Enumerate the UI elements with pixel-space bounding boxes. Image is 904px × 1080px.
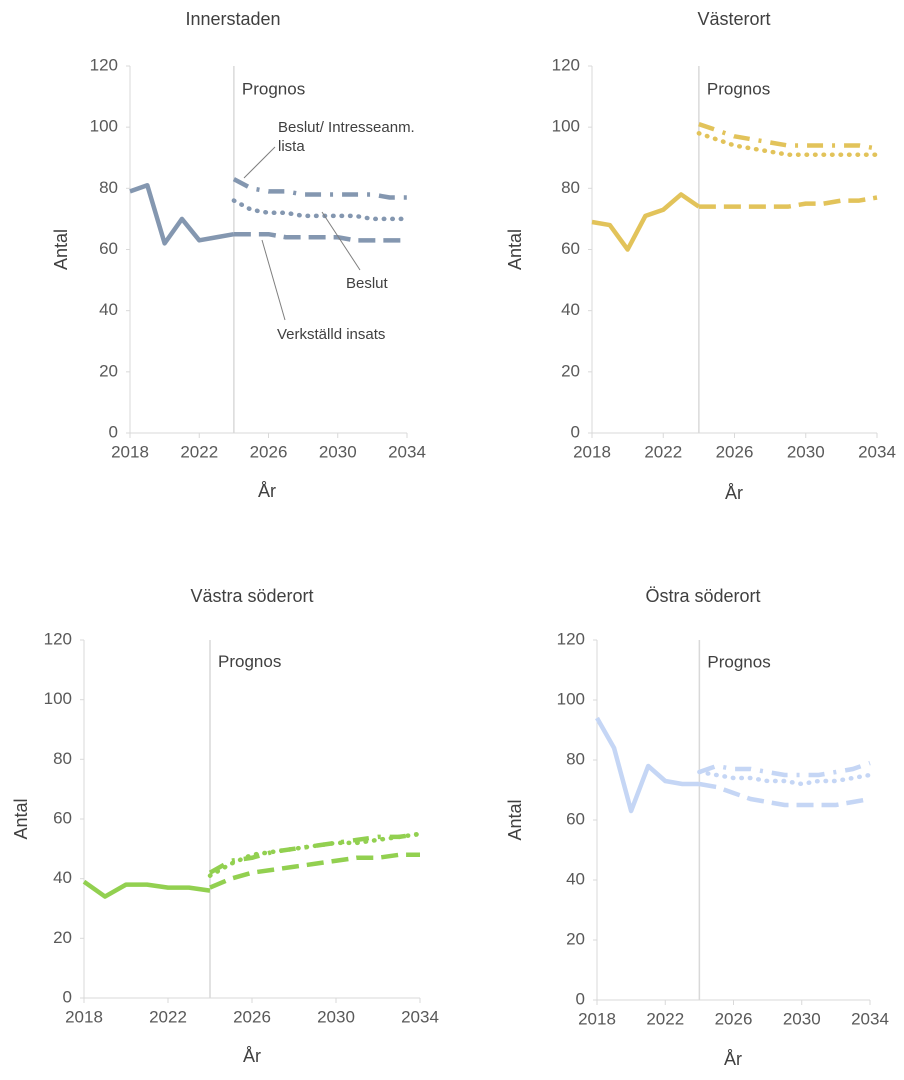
x-tick-label: 2026: [715, 1009, 753, 1028]
series-line: [591, 192, 701, 252]
chart-title: Östra söderort: [645, 586, 760, 606]
x-tick-label: 2030: [319, 442, 357, 461]
series-annotation: Beslut: [346, 275, 388, 292]
y-tick-label: 120: [44, 629, 72, 648]
x-tick-label: 2022: [644, 442, 682, 461]
x-axis-label: År: [724, 1049, 742, 1069]
y-tick-label: 60: [53, 808, 72, 827]
annotation-leader: [321, 211, 361, 271]
y-tick-label: 40: [561, 300, 580, 319]
y-tick-label: 120: [552, 55, 580, 74]
x-axis-label: År: [725, 483, 743, 503]
forecast-label: Prognos: [707, 80, 770, 99]
series-line: [698, 760, 871, 778]
forecast-label: Prognos: [242, 80, 305, 99]
chart-title: Västerort: [697, 9, 770, 29]
series-line: [696, 131, 880, 157]
series-line: [232, 177, 407, 200]
y-tick-label: 0: [63, 987, 72, 1006]
series-annotation: Beslut/ Intresseanm. lista: [278, 119, 415, 155]
y-tick-label: 40: [53, 868, 72, 887]
x-tick-label: 2034: [388, 442, 426, 461]
y-tick-label: 80: [53, 749, 72, 768]
x-tick-label: 2018: [573, 442, 611, 461]
y-axis-label: Antal: [51, 229, 71, 270]
y-tick-label: 80: [561, 178, 580, 197]
series-line: [209, 852, 420, 890]
y-tick-label: 80: [99, 178, 118, 197]
x-tick-label: 2026: [250, 442, 288, 461]
x-tick-label: 2022: [149, 1007, 187, 1026]
chart-title: Västra söderort: [190, 586, 313, 606]
forecast-label: Prognos: [218, 652, 281, 671]
y-tick-label: 80: [566, 749, 585, 768]
y-axis-label: Antal: [505, 229, 525, 270]
y-tick-label: 20: [53, 928, 72, 947]
y-tick-label: 0: [576, 989, 585, 1008]
series-line: [233, 231, 407, 243]
y-tick-label: 40: [99, 300, 118, 319]
series-line: [231, 198, 410, 222]
y-tick-label: 100: [552, 117, 580, 136]
y-tick-label: 60: [561, 239, 580, 258]
y-tick-label: 60: [566, 809, 585, 828]
series-name: Beslut/ Intresseanm. lista: [278, 119, 415, 155]
y-tick-label: 20: [566, 929, 585, 948]
y-tick-label: 0: [571, 422, 580, 441]
y-tick-label: 100: [557, 689, 585, 708]
series-annotation: Verkställd insats: [277, 326, 386, 343]
y-tick-label: 120: [557, 629, 585, 648]
x-tick-label: 2022: [180, 442, 218, 461]
chart-title: Innerstaden: [185, 9, 280, 29]
x-tick-label: 2018: [111, 442, 149, 461]
x-tick-label: 2018: [578, 1009, 616, 1028]
y-tick-label: 0: [109, 422, 118, 441]
x-axis-label: År: [243, 1046, 261, 1066]
x-tick-label: 2022: [646, 1009, 684, 1028]
y-axis-label: Antal: [505, 799, 525, 840]
y-tick-label: 60: [99, 239, 118, 258]
series-name: Beslut: [346, 275, 388, 292]
series-line: [698, 195, 878, 209]
x-tick-label: 2030: [783, 1009, 821, 1028]
x-tick-label: 2034: [401, 1007, 439, 1026]
series-line: [698, 781, 871, 808]
forecast-label: Prognos: [707, 652, 770, 671]
series-line: [698, 121, 878, 151]
y-tick-label: 40: [566, 869, 585, 888]
series-line: [208, 831, 421, 875]
x-tick-label: 2034: [858, 442, 896, 461]
x-tick-label: 2030: [787, 442, 825, 461]
y-tick-label: 20: [561, 361, 580, 380]
x-tick-label: 2026: [716, 442, 754, 461]
annotation-leader: [243, 146, 276, 179]
x-tick-label: 2018: [65, 1007, 103, 1026]
series-line: [129, 183, 235, 246]
annotation-leader: [261, 239, 286, 321]
y-tick-label: 100: [90, 117, 118, 136]
series-name: Verkställd insats: [277, 326, 386, 343]
y-axis-label: Antal: [11, 798, 31, 839]
series-line: [207, 831, 423, 878]
x-tick-label: 2026: [233, 1007, 271, 1026]
series-line: [82, 879, 211, 899]
y-tick-label: 20: [99, 361, 118, 380]
series-line: [697, 769, 873, 787]
y-tick-label: 100: [44, 689, 72, 708]
x-axis-label: År: [258, 481, 276, 501]
x-tick-label: 2030: [317, 1007, 355, 1026]
x-tick-label: 2034: [851, 1009, 889, 1028]
y-tick-label: 120: [90, 55, 118, 74]
series-line: [595, 716, 700, 814]
